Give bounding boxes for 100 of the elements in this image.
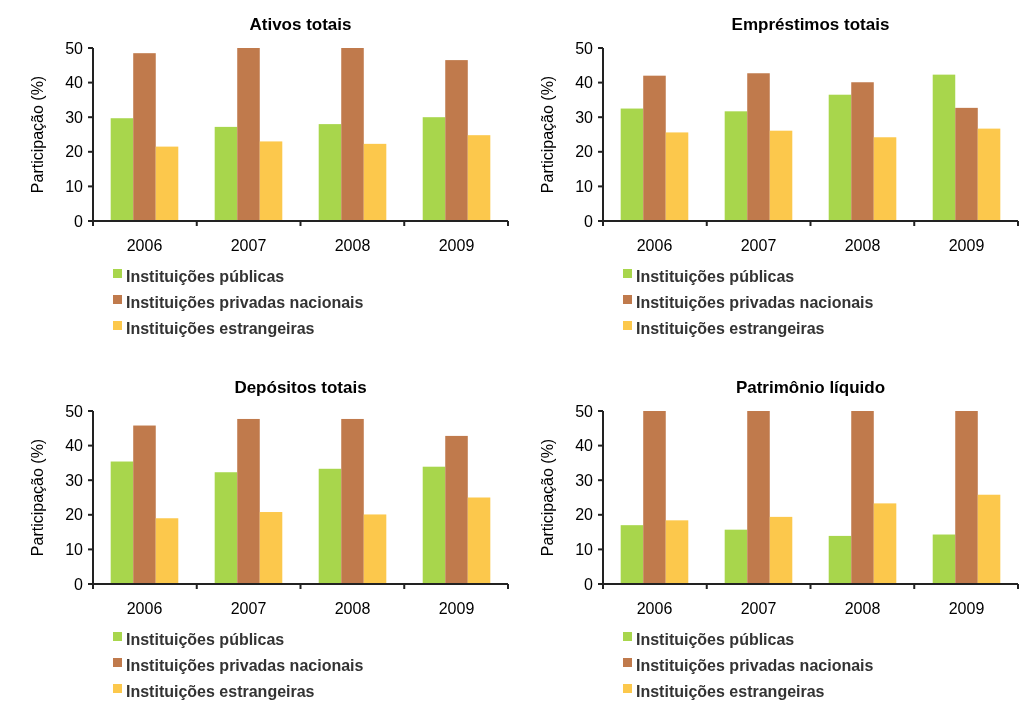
x-tick-label: 2009 (948, 237, 985, 254)
y-axis-title: Participação (%) (29, 75, 46, 194)
legend-label: Instituições públicas (126, 267, 285, 285)
y-tick-label: 0 (74, 212, 84, 230)
bar (620, 108, 644, 221)
bar (341, 48, 364, 221)
x-tick-label: 2007 (740, 600, 777, 617)
y-tick-label: 30 (65, 108, 84, 126)
y-tick-label: 20 (575, 506, 594, 524)
legend-label: Instituições públicas (636, 267, 795, 285)
y-tick-label: 20 (575, 143, 594, 161)
y-tick-label: 40 (65, 437, 84, 455)
legend-label: Instituições estrangeiras (126, 319, 315, 337)
bar (932, 74, 956, 221)
x-tick-label: 2009 (438, 600, 475, 617)
y-tick-label: 30 (575, 471, 594, 489)
x-tick-label: 2006 (126, 237, 163, 254)
y-tick-label: 10 (65, 178, 84, 195)
bar (620, 525, 644, 584)
bar (955, 107, 978, 221)
bar (214, 472, 238, 584)
bar (977, 128, 1001, 221)
x-tick-label: 2008 (334, 600, 371, 617)
legend-label: Instituições privadas nacionais (126, 293, 364, 311)
x-tick-label: 2007 (230, 237, 267, 254)
y-tick-label: 40 (65, 74, 84, 92)
bar (769, 516, 793, 584)
y-tick-label: 50 (65, 402, 84, 420)
x-tick-label: 2008 (334, 237, 371, 254)
x-tick-label: 2007 (740, 237, 777, 254)
bar (363, 514, 387, 584)
bar (422, 117, 446, 221)
bar (363, 143, 387, 221)
bar (445, 435, 468, 584)
y-tick-label: 50 (575, 402, 594, 420)
bar (133, 53, 156, 221)
bar (445, 60, 468, 221)
legend-label: Instituições estrangeiras (126, 682, 315, 700)
bar (237, 48, 260, 221)
x-tick-label: 2006 (126, 600, 163, 617)
y-tick-label: 30 (575, 108, 594, 126)
bar (110, 461, 134, 584)
bar (155, 518, 179, 584)
bar (955, 411, 978, 584)
legend-label: Instituições privadas nacionais (636, 656, 874, 674)
bar (665, 520, 689, 584)
bar (341, 418, 364, 584)
x-tick-label: 2009 (438, 237, 475, 254)
bar (724, 111, 748, 221)
bar (643, 411, 666, 584)
y-tick-label: 10 (575, 541, 594, 558)
y-tick-label: 20 (65, 506, 84, 524)
y-tick-label: 50 (575, 39, 594, 57)
bar (155, 146, 179, 221)
y-tick-label: 40 (575, 437, 594, 455)
bar (467, 135, 491, 221)
bar (259, 512, 283, 584)
legend-label: Instituições privadas nacionais (126, 656, 364, 674)
chart-title: Ativos totais (249, 15, 352, 34)
bar (851, 411, 874, 584)
bar (467, 497, 491, 584)
bar (977, 494, 1001, 584)
x-tick-label: 2009 (948, 600, 985, 617)
y-tick-label: 10 (65, 541, 84, 558)
bar (214, 126, 238, 221)
y-tick-label: 50 (65, 39, 84, 57)
bar (318, 124, 342, 221)
y-tick-label: 0 (584, 575, 594, 593)
x-tick-label: 2006 (636, 237, 673, 254)
bar (643, 75, 666, 221)
y-axis-title: Participação (%) (539, 438, 556, 557)
bar (259, 141, 283, 221)
legend-label: Instituições estrangeiras (636, 682, 825, 700)
y-tick-label: 10 (575, 178, 594, 195)
bar (873, 503, 897, 584)
bar (828, 94, 852, 221)
bar (769, 130, 793, 221)
x-tick-label: 2008 (844, 600, 881, 617)
y-tick-label: 30 (65, 471, 84, 489)
bar (747, 73, 770, 221)
y-tick-label: 0 (584, 212, 594, 230)
y-axis-title: Participação (%) (29, 438, 46, 557)
bar (110, 118, 134, 221)
legend-label: Instituições estrangeiras (636, 319, 825, 337)
bar (851, 82, 874, 221)
chart-title: Patrimônio líquido (735, 378, 886, 397)
bar (932, 534, 956, 584)
bar (237, 418, 260, 584)
chart-title: Empréstimos totais (731, 15, 890, 34)
bar (318, 468, 342, 584)
bar (747, 411, 770, 584)
legend-label: Instituições públicas (126, 630, 285, 648)
y-tick-label: 0 (74, 575, 84, 593)
y-axis-title: Participação (%) (539, 75, 556, 194)
bar (873, 137, 897, 221)
bar (724, 529, 748, 584)
chart-title: Depósitos totais (234, 378, 367, 397)
legend-label: Instituições privadas nacionais (636, 293, 874, 311)
x-tick-label: 2007 (230, 600, 267, 617)
bar (828, 535, 852, 584)
